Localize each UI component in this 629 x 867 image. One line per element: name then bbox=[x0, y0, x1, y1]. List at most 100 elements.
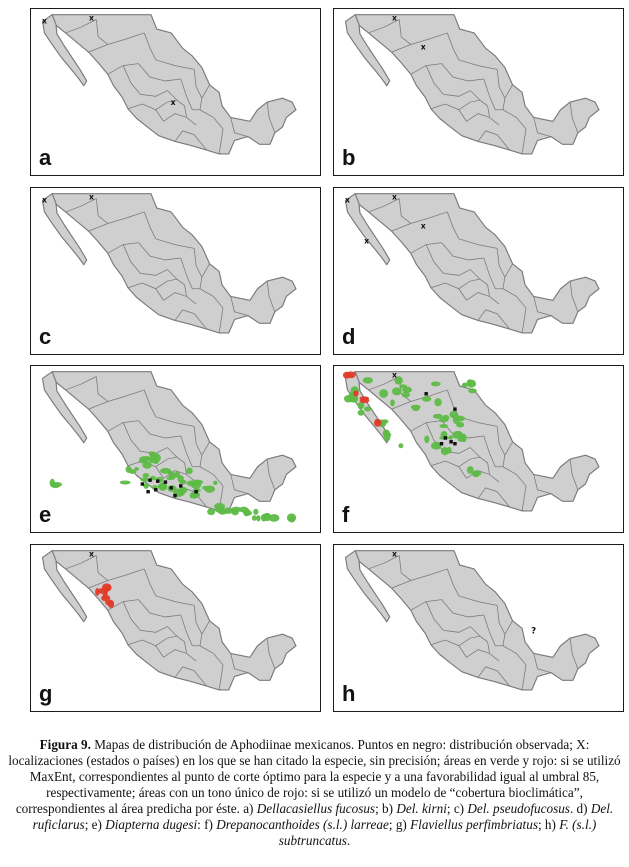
favorability-area-red bbox=[345, 372, 350, 378]
favorability-area-green bbox=[430, 381, 441, 387]
favorability-area-green bbox=[253, 508, 259, 515]
locality-x-mark: x bbox=[392, 13, 397, 22]
state-border bbox=[155, 456, 187, 475]
favorability-area-red bbox=[375, 420, 381, 424]
state-border bbox=[458, 635, 490, 654]
observed-point bbox=[194, 489, 198, 494]
state-border bbox=[483, 78, 503, 111]
state-border bbox=[502, 109, 527, 154]
caption-label: Figura 9. bbox=[39, 737, 91, 752]
state-border bbox=[201, 441, 210, 456]
species-g: Flaviellus perfimbriatus bbox=[410, 817, 538, 832]
mexico-mainland bbox=[354, 371, 600, 512]
favorability-area-red bbox=[359, 396, 370, 401]
favorability-area-green bbox=[432, 413, 443, 419]
caption-sep: : f) bbox=[197, 817, 217, 832]
caption-sep: ; b) bbox=[375, 801, 397, 816]
state-border bbox=[368, 555, 400, 570]
favorability-area-green bbox=[461, 382, 469, 388]
state-border bbox=[446, 568, 498, 606]
species-h: F. (s.l.) subtruncatus bbox=[278, 817, 597, 848]
observed-point bbox=[439, 441, 444, 446]
state-border bbox=[398, 19, 412, 45]
favorability-area-green bbox=[134, 467, 139, 471]
state-border bbox=[122, 244, 141, 274]
observed-point bbox=[443, 436, 448, 440]
state-border bbox=[504, 84, 513, 99]
state-border bbox=[163, 649, 197, 662]
state-border bbox=[466, 470, 500, 483]
state-border bbox=[477, 666, 510, 687]
favorability-area-red bbox=[105, 599, 114, 606]
state-border bbox=[446, 32, 498, 70]
state-border bbox=[122, 65, 141, 95]
state-border bbox=[230, 117, 249, 137]
state-border bbox=[266, 102, 276, 133]
favorability-area-green bbox=[457, 436, 464, 442]
state-border bbox=[533, 296, 552, 316]
mexico-map: x bbox=[41, 549, 297, 691]
favorability-area-green bbox=[424, 435, 430, 444]
mexico-mainland bbox=[354, 550, 600, 691]
state-border bbox=[140, 90, 178, 101]
mexico-mainland bbox=[354, 193, 600, 334]
caption-text: Mapas de distribución de Aphodiinae mexi… bbox=[8, 737, 621, 816]
caption-sep: . d) bbox=[569, 801, 591, 816]
state-border bbox=[201, 84, 210, 99]
state-border bbox=[441, 242, 484, 261]
state-border bbox=[180, 257, 200, 290]
favorability-area-green bbox=[434, 398, 442, 407]
mexico-map: x bbox=[342, 370, 600, 512]
favorability-area-green bbox=[382, 429, 390, 437]
locality-x-mark: x bbox=[171, 98, 176, 107]
observed-point bbox=[424, 392, 428, 396]
state-border bbox=[430, 103, 467, 122]
state-border bbox=[441, 63, 484, 82]
observed-point bbox=[154, 488, 158, 492]
caption-sep: ; g) bbox=[388, 817, 411, 832]
state-border bbox=[477, 309, 510, 330]
favorability-area-green bbox=[213, 480, 218, 486]
species-d: Del. ruficlarus bbox=[32, 801, 614, 832]
observed-point bbox=[453, 407, 457, 411]
state-border bbox=[533, 474, 552, 494]
state-border bbox=[458, 99, 490, 118]
favorability-area-green bbox=[216, 509, 226, 514]
state-border bbox=[504, 620, 513, 635]
favorability-area-green bbox=[401, 391, 410, 398]
state-border bbox=[180, 78, 200, 111]
state-border bbox=[398, 198, 412, 224]
state-border bbox=[533, 653, 552, 673]
favorability-area-green bbox=[142, 461, 152, 469]
state-border bbox=[368, 198, 400, 213]
state-border bbox=[199, 466, 224, 511]
state-border bbox=[143, 568, 195, 606]
map-panel-e: e bbox=[30, 365, 321, 533]
state-border bbox=[230, 474, 249, 494]
state-border bbox=[199, 645, 224, 690]
favorability-area-green bbox=[144, 456, 151, 461]
favorability-area-green bbox=[128, 469, 137, 474]
favorability-area-green bbox=[421, 396, 432, 402]
state-border bbox=[483, 614, 503, 647]
state-border bbox=[140, 269, 178, 280]
state-border bbox=[138, 599, 181, 618]
state-border bbox=[398, 555, 412, 581]
panel-letter: d bbox=[342, 324, 356, 349]
state-border bbox=[127, 639, 164, 658]
state-border bbox=[180, 614, 200, 647]
favorability-area-green bbox=[153, 453, 161, 462]
state-border bbox=[107, 420, 139, 432]
mexico-mainland bbox=[51, 193, 297, 334]
favorability-area-green bbox=[391, 387, 402, 396]
baja-peninsula bbox=[41, 14, 88, 87]
mexico-mainland bbox=[354, 14, 600, 155]
state-border bbox=[199, 109, 224, 154]
state-border bbox=[95, 555, 109, 581]
baja-peninsula bbox=[344, 550, 391, 623]
state-border bbox=[95, 376, 109, 402]
favorability-area-green bbox=[402, 386, 413, 393]
panel-letter: f bbox=[342, 502, 350, 527]
locality-x-mark: x bbox=[89, 13, 94, 22]
favorability-area-green bbox=[207, 508, 216, 516]
